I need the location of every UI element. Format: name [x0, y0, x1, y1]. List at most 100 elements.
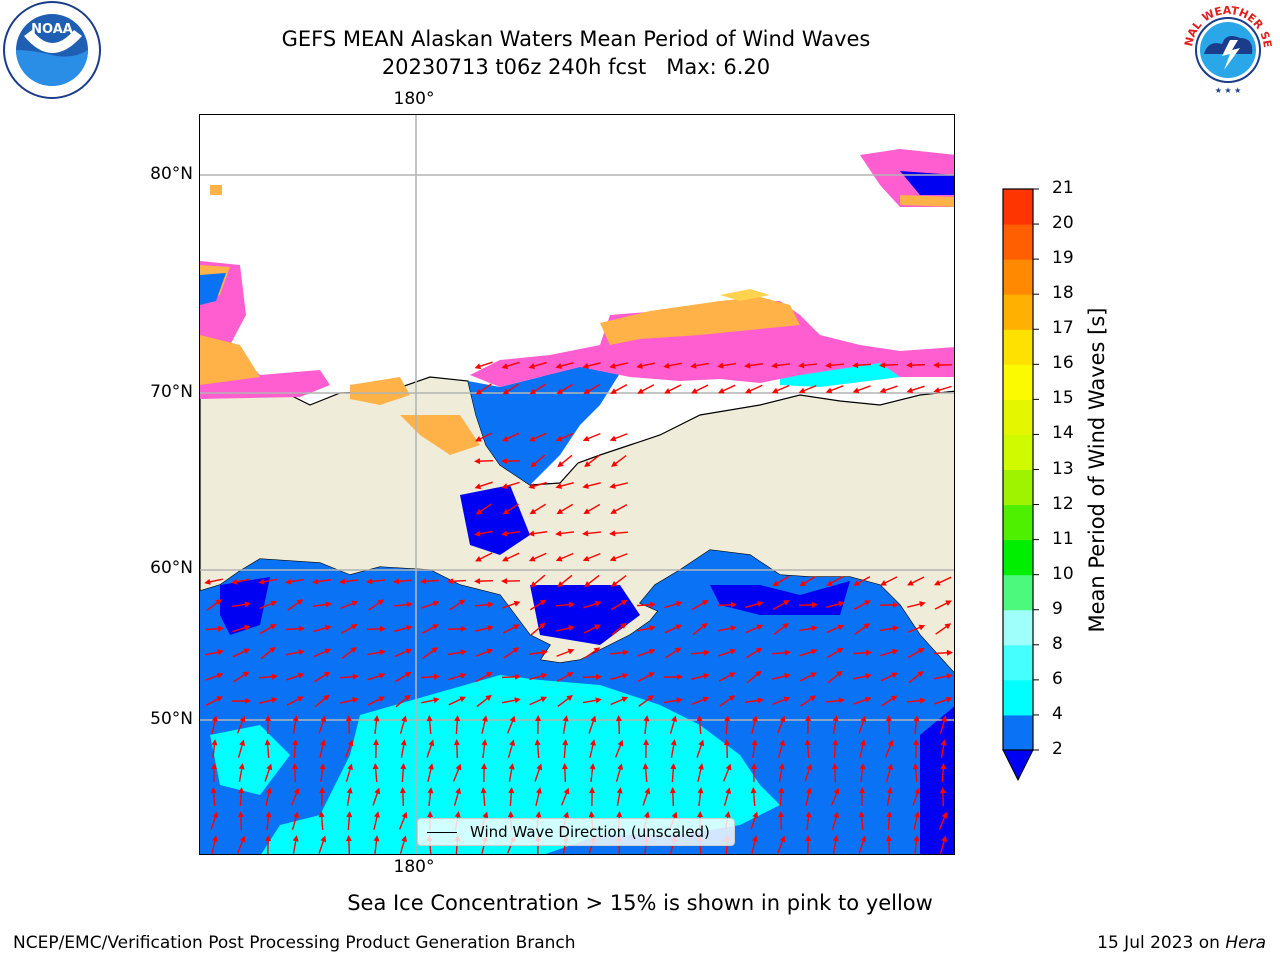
wave-arrow — [771, 362, 791, 369]
footer-date: 15 Jul 2023 on Hera — [1097, 933, 1266, 953]
wave-arrow — [238, 763, 245, 782]
wave-arrow — [718, 672, 736, 682]
colorbar-step — [1003, 259, 1033, 295]
wave-arrow — [772, 673, 791, 680]
wave-arrow — [664, 384, 682, 394]
wave-arrow — [664, 600, 683, 609]
wave-arrow — [529, 503, 547, 515]
wave-arrow — [719, 695, 736, 707]
wave-arrow — [825, 385, 844, 394]
wave-arrow — [211, 715, 218, 734]
wave-arrow — [583, 624, 601, 634]
wave-arrow — [205, 696, 223, 706]
wave-arrow — [853, 673, 872, 680]
wave-arrow — [885, 763, 893, 782]
nws-logo: NATIONAL WEATHER SERVICE ★ ★ ★ — [1178, 2, 1274, 96]
wave-arrow — [852, 385, 871, 394]
wave-arrow — [798, 362, 818, 369]
lat-label-80n: 80°N — [150, 164, 193, 184]
wave-arrow — [204, 578, 223, 585]
wave-arrow — [507, 739, 515, 758]
colorbar-tick-label: 17 — [1052, 318, 1074, 339]
legend-label: Wind Wave Direction (unscaled) — [470, 823, 710, 841]
wave-arrow — [609, 433, 628, 442]
wave-arrow — [750, 811, 759, 830]
wave-arrow — [206, 599, 223, 611]
wave-arrow — [508, 763, 515, 782]
wave-arrow — [583, 697, 602, 704]
wave-arrow — [421, 624, 439, 634]
map-legend: Wind Wave Direction (unscaled) — [417, 818, 735, 846]
wave-arrow — [449, 599, 466, 611]
wave-arrow — [529, 696, 548, 706]
wave-arrow — [832, 835, 839, 854]
wave-arrow — [265, 835, 272, 854]
wave-arrow — [420, 673, 440, 680]
wave-arrow — [399, 715, 407, 734]
wave-arrow — [609, 649, 629, 656]
wave-arrow — [340, 600, 359, 609]
colorbar-tick-label: 8 — [1052, 633, 1063, 654]
wave-arrow — [426, 739, 435, 758]
wave-arrow — [555, 432, 574, 442]
wave-arrow — [319, 739, 326, 758]
wave-arrow — [798, 384, 817, 394]
wave-arrow — [853, 576, 871, 586]
wave-arrow — [232, 601, 251, 608]
wave-arrow — [583, 383, 601, 394]
wave-arrow — [400, 739, 407, 758]
wave-arrow — [427, 787, 434, 807]
wave-arrow — [232, 648, 251, 658]
wave-arrow — [800, 695, 817, 707]
wave-arrow — [610, 673, 629, 681]
lat-label-50n: 50°N — [150, 709, 193, 729]
svg-text:★ ★ ★: ★ ★ ★ — [1215, 86, 1242, 95]
colorbar-tick-label: 15 — [1052, 388, 1074, 409]
wave-arrow — [908, 670, 924, 684]
wave-arrow — [907, 624, 926, 634]
wave-arrow — [368, 599, 385, 611]
wave-arrow — [934, 600, 952, 610]
wave-arrow — [529, 599, 547, 611]
wave-arrow — [933, 649, 953, 656]
wave-arrow — [611, 575, 627, 588]
wave-arrow — [286, 672, 305, 681]
wave-arrow — [907, 576, 925, 586]
wave-arrow — [319, 763, 326, 783]
wave-arrow — [292, 715, 299, 734]
wave-arrow — [291, 811, 299, 830]
wave-arrow — [555, 481, 574, 489]
wave-arrow — [501, 481, 520, 490]
wave-arrow — [501, 458, 521, 465]
wave-arrow — [669, 715, 677, 734]
wave-arrow — [373, 835, 380, 854]
wave-arrow — [615, 715, 622, 735]
colorbar-tick-label: 20 — [1052, 213, 1074, 234]
wave-arrow — [610, 384, 628, 394]
wave-arrow — [528, 649, 548, 656]
wave-arrow — [852, 362, 872, 369]
wave-arrow — [853, 696, 872, 705]
wave-arrow — [745, 601, 764, 609]
wave-arrow — [394, 648, 413, 658]
wave-arrow — [859, 739, 866, 758]
wave-arrow — [696, 715, 703, 735]
wave-arrow — [663, 673, 683, 680]
wave-arrow — [399, 787, 406, 807]
wave-arrow — [503, 647, 520, 659]
wave-arrow — [751, 739, 758, 759]
wave-arrow — [609, 530, 629, 537]
wave-arrow — [776, 715, 786, 734]
wave-arrow — [508, 787, 515, 807]
wave-arrow — [475, 432, 493, 442]
wave-arrow — [341, 646, 357, 659]
footer-credit: NCEP/EMC/Verification Post Processing Pr… — [13, 933, 576, 953]
wave-arrow — [454, 715, 461, 735]
wave-arrow — [292, 835, 299, 854]
wave-arrow — [556, 503, 574, 515]
colorbar-step — [1003, 609, 1033, 646]
wave-arrow — [211, 763, 218, 783]
colorbar-step — [1003, 434, 1033, 470]
wave-arrow — [643, 715, 650, 735]
wave-arrow — [312, 578, 332, 585]
